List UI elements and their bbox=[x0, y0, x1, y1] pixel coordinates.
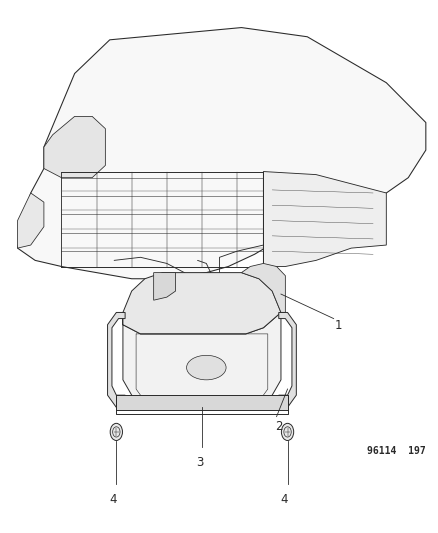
Polygon shape bbox=[18, 193, 44, 248]
Text: 96114  197: 96114 197 bbox=[366, 446, 425, 456]
Polygon shape bbox=[153, 272, 175, 300]
Polygon shape bbox=[18, 28, 425, 279]
Polygon shape bbox=[107, 312, 125, 407]
Text: 2: 2 bbox=[274, 419, 282, 433]
Polygon shape bbox=[123, 272, 280, 334]
Ellipse shape bbox=[186, 356, 226, 380]
Text: 4: 4 bbox=[280, 493, 288, 506]
Polygon shape bbox=[241, 263, 285, 312]
Polygon shape bbox=[44, 116, 105, 177]
Circle shape bbox=[110, 423, 122, 440]
Polygon shape bbox=[123, 312, 280, 407]
Polygon shape bbox=[116, 395, 287, 410]
Polygon shape bbox=[278, 312, 296, 407]
Circle shape bbox=[281, 423, 293, 440]
Polygon shape bbox=[263, 172, 385, 266]
Text: 4: 4 bbox=[109, 493, 117, 506]
Text: 1: 1 bbox=[333, 319, 341, 332]
Text: 3: 3 bbox=[196, 456, 203, 470]
